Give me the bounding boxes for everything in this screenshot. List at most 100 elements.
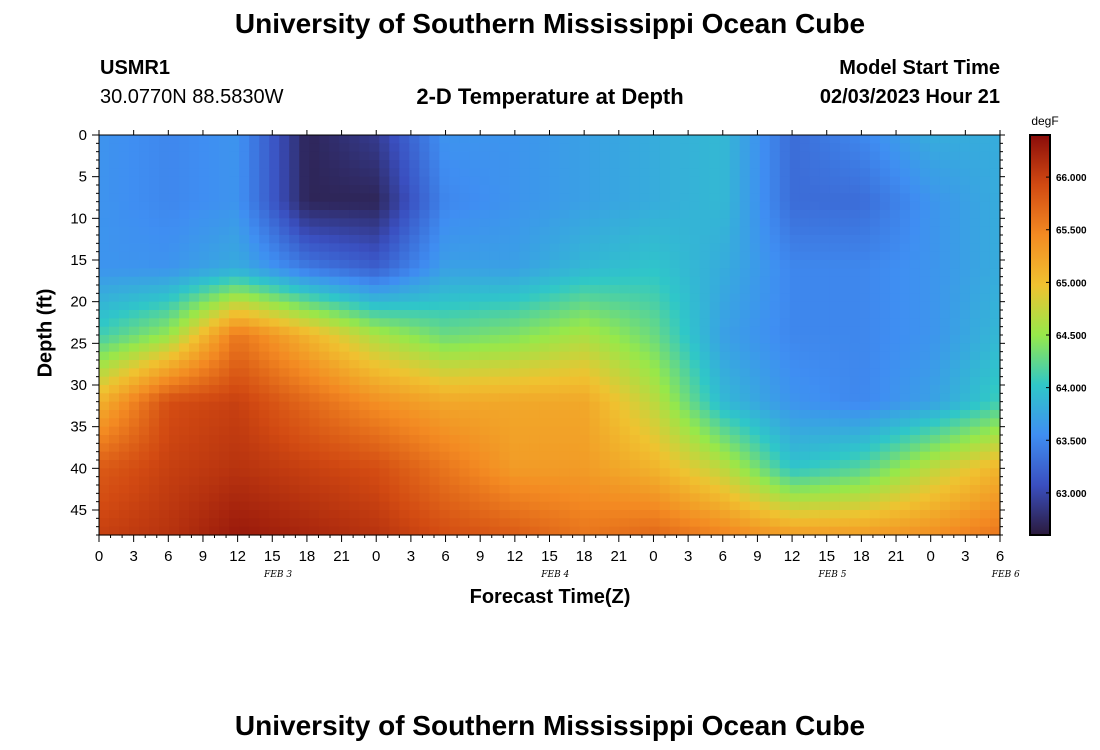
heatmap-cell [479, 260, 491, 269]
heatmap-cell [709, 251, 721, 261]
heatmap-cell [99, 410, 110, 419]
heatmap-cell [649, 476, 661, 486]
heatmap-cell [109, 385, 120, 394]
heatmap-cell [749, 426, 761, 436]
x-tick-label: 12 [229, 548, 246, 565]
heatmap-cell [779, 310, 791, 319]
heatmap-cell [669, 218, 681, 228]
heatmap-cell [189, 293, 200, 303]
heatmap-cell [189, 410, 200, 419]
heatmap-cell [579, 476, 591, 486]
heatmap-cell [969, 268, 981, 278]
heatmap-cell [569, 160, 581, 169]
heatmap-cell [229, 210, 240, 219]
heatmap-cell [899, 335, 911, 344]
heatmap-cell [789, 276, 801, 286]
heatmap-cell [209, 151, 220, 161]
heatmap-cell [489, 210, 501, 219]
heatmap-cell [219, 476, 230, 486]
heatmap-cell [369, 160, 380, 169]
heatmap-cell [429, 143, 440, 153]
heatmap-cell [719, 326, 731, 336]
heatmap-cell [119, 501, 130, 511]
heatmap-cell [129, 351, 140, 361]
heatmap-cell [899, 385, 911, 394]
heatmap-cell [109, 368, 120, 378]
heatmap-cell [179, 168, 190, 178]
heatmap-cell [619, 526, 631, 536]
heatmap-cell [749, 226, 761, 236]
heatmap-cell [759, 410, 771, 419]
heatmap-cell [729, 485, 741, 494]
heatmap-cell [739, 351, 751, 361]
heatmap-cell [799, 193, 811, 203]
heatmap-cell [449, 168, 460, 178]
heatmap-cell [719, 385, 731, 394]
heatmap-cell [519, 268, 531, 278]
heatmap-cell [939, 151, 951, 161]
heatmap-cell [729, 326, 741, 336]
heatmap-cell [559, 485, 571, 494]
heatmap-cell [509, 285, 521, 294]
heatmap-cell [219, 326, 230, 336]
heatmap-cell [489, 260, 501, 269]
heatmap-cell [939, 135, 951, 144]
heatmap-cell [899, 218, 911, 228]
heatmap-cell [189, 393, 200, 403]
heatmap-cell [499, 518, 511, 528]
heatmap-cell [149, 201, 160, 211]
heatmap-cell [369, 135, 380, 144]
heatmap-cell [369, 385, 380, 394]
heatmap-cell [549, 493, 561, 503]
heatmap-cell [459, 201, 471, 211]
heatmap-cell [669, 418, 681, 428]
heatmap-cell [559, 285, 571, 294]
heatmap-cell [899, 460, 911, 469]
heatmap-cell [959, 326, 971, 336]
heatmap-cell [379, 393, 390, 403]
heatmap-cell [449, 268, 460, 278]
heatmap-cell [819, 435, 831, 444]
heatmap-cell [209, 518, 220, 528]
heatmap-cell [789, 476, 801, 486]
heatmap-cell [699, 201, 711, 211]
heatmap-cell [539, 243, 551, 253]
heatmap-cell [939, 201, 951, 211]
heatmap-cell [849, 168, 861, 178]
heatmap-cell [969, 501, 981, 511]
heatmap-cell [509, 168, 521, 178]
heatmap-cell [769, 435, 781, 444]
heatmap-cell [559, 260, 571, 269]
heatmap-cell [889, 451, 901, 461]
heatmap-cell [99, 368, 110, 378]
heatmap-cell [599, 376, 611, 386]
heatmap-cell [159, 310, 170, 319]
heatmap-cell [99, 293, 110, 303]
heatmap-cell [849, 401, 861, 411]
heatmap-cell [169, 168, 180, 178]
heatmap-cell [519, 168, 531, 178]
heatmap-cell [339, 451, 350, 461]
heatmap-cell [389, 143, 400, 153]
heatmap-cell [389, 501, 400, 511]
heatmap-cell [219, 135, 230, 144]
heatmap-cell [559, 276, 571, 286]
heatmap-cell [859, 443, 871, 453]
heatmap-cell [739, 376, 751, 386]
heatmap-cell [499, 493, 511, 503]
heatmap-cell [349, 335, 360, 344]
heatmap-cell [299, 493, 310, 503]
heatmap-cell [139, 235, 150, 244]
heatmap-cell [649, 326, 661, 336]
heatmap-cell [899, 451, 911, 461]
heatmap-cell [709, 510, 721, 519]
heatmap-cell [339, 443, 350, 453]
heatmap-cell [459, 476, 471, 486]
heatmap-cell [569, 251, 581, 261]
heatmap-cell [419, 501, 430, 511]
heatmap-cell [629, 385, 641, 394]
heatmap-cell [929, 526, 941, 536]
heatmap-cell [329, 410, 340, 419]
heatmap-cell [119, 326, 130, 336]
heatmap-cell [989, 268, 1001, 278]
